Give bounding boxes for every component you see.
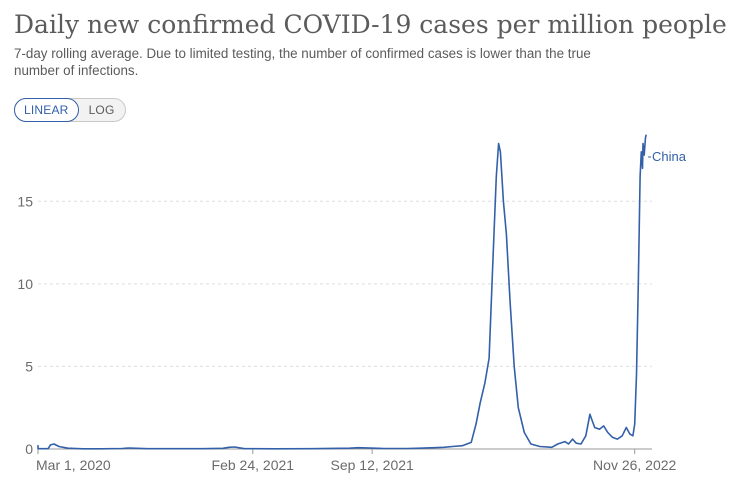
series-label[interactable]: China bbox=[652, 149, 687, 164]
chart-title: Daily new confirmed COVID-19 cases per m… bbox=[14, 10, 727, 39]
log-scale-button[interactable]: LOG bbox=[88, 103, 115, 117]
y-tick-label: 0 bbox=[25, 441, 33, 457]
x-tick-label: Feb 24, 2021 bbox=[212, 457, 295, 473]
y-tick-label: 15 bbox=[17, 193, 33, 209]
x-axis: Mar 1, 2020 Feb 24, 2021 Sep 12, 2021 Nov 2… bbox=[36, 448, 677, 473]
x-tick-label: Sep 12, 2021 bbox=[331, 457, 415, 473]
y-tick-label: 5 bbox=[25, 358, 33, 374]
x-tick-label: Mar 1, 2020 bbox=[36, 457, 111, 473]
plot-area: China bbox=[37, 134, 687, 450]
y-axis: 0 5 10 15 bbox=[17, 193, 33, 457]
series-line-china[interactable] bbox=[37, 134, 647, 450]
scale-toggle: LINEAR LOG bbox=[14, 98, 126, 122]
chart-subtitle: 7-day rolling average. Due to limited te… bbox=[14, 46, 591, 78]
gridlines bbox=[38, 200, 652, 367]
x-tick-label: Nov 26, 2022 bbox=[593, 457, 676, 473]
y-tick-label: 10 bbox=[17, 276, 33, 292]
linear-scale-button[interactable]: LINEAR bbox=[14, 98, 79, 122]
